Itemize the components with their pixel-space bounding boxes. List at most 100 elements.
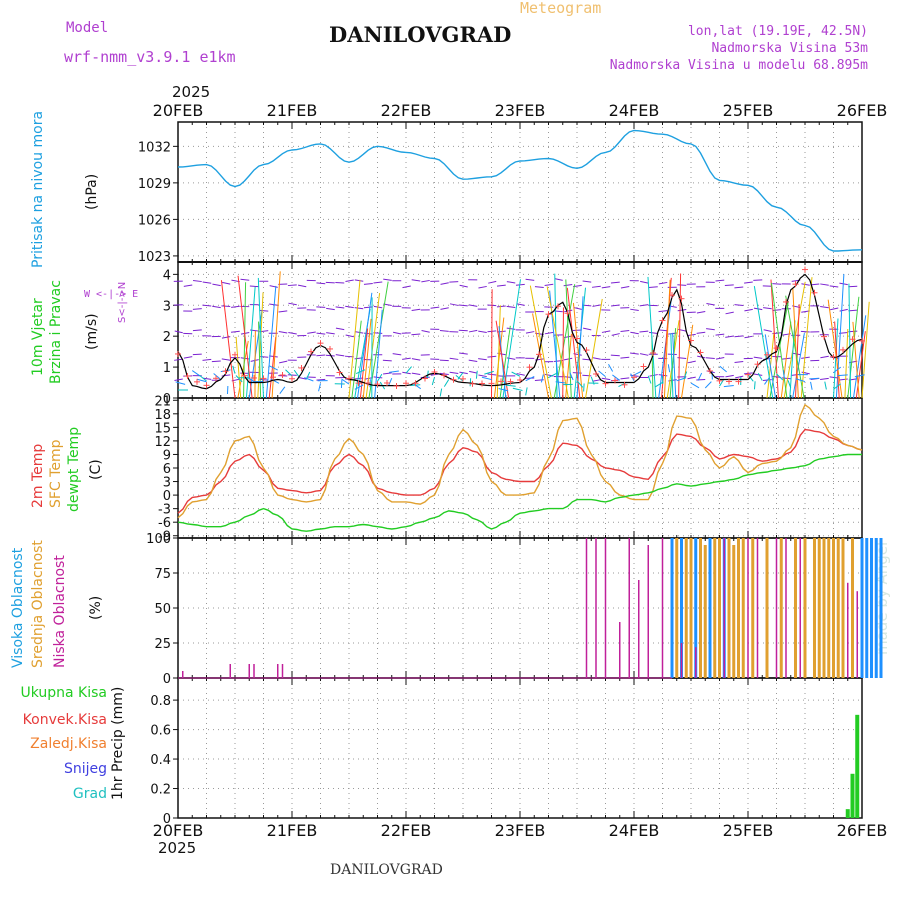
wind-arrow xyxy=(690,382,700,389)
wind-arrow xyxy=(669,328,677,399)
wind-arrow xyxy=(820,355,829,359)
wind-arrow xyxy=(392,353,402,356)
dewpoint-line xyxy=(177,453,862,532)
wind-arrow xyxy=(677,308,687,312)
wind-arrow xyxy=(220,280,236,399)
wind-arrow xyxy=(174,358,183,361)
wind-arrow xyxy=(449,371,459,374)
wind-arrow xyxy=(833,383,841,390)
year-bottom: 2025 xyxy=(158,839,197,857)
wind-arrow xyxy=(278,310,288,313)
wind-arrow xyxy=(373,281,383,284)
y-tick-label: 6 xyxy=(163,462,171,477)
x-tick-label-bottom: 26FEB xyxy=(837,821,888,840)
wind-arrow xyxy=(563,284,573,287)
wind-arrow xyxy=(439,329,449,332)
wind-arrow xyxy=(506,305,516,308)
wind-arrow xyxy=(484,370,494,375)
wind-arrow xyxy=(506,281,516,284)
wind-arrow xyxy=(649,374,658,377)
wind-arrow xyxy=(316,282,326,285)
wind-arrow xyxy=(345,279,354,283)
wind-arrow xyxy=(852,321,860,399)
x-tick-label-top: 24FEB xyxy=(609,101,660,120)
wind-arrow xyxy=(363,306,373,309)
x-tick-label-top: 22FEB xyxy=(381,101,432,120)
wind-arrow xyxy=(801,356,810,359)
wind-arrow xyxy=(554,278,563,281)
x-tick-label-top: 26FEB xyxy=(837,101,888,120)
wind-arrow xyxy=(202,377,212,380)
wind-arrow xyxy=(287,374,297,376)
wind-arrow xyxy=(468,359,478,362)
wind-arrow xyxy=(285,369,293,377)
wind-arrow xyxy=(852,315,867,399)
wind-arrow xyxy=(354,384,364,390)
wind-arrow xyxy=(810,381,813,390)
wind-arrow xyxy=(548,372,558,379)
wind-arrow xyxy=(506,357,516,360)
y-tick-label: 1026 xyxy=(138,213,171,228)
wind-arrow xyxy=(795,378,806,383)
y-tick-label: 0 xyxy=(163,489,171,504)
wind-arrow xyxy=(488,280,497,284)
wind-arrow xyxy=(230,330,240,333)
wind-arrow xyxy=(824,381,827,390)
wind-arrow xyxy=(458,329,468,332)
wind-arrow xyxy=(212,305,221,309)
wind-arrow xyxy=(658,281,668,285)
y-tick-label: 0 xyxy=(163,812,171,827)
y-tick-label: -9 xyxy=(158,530,171,545)
x-tick-label-top: 23FEB xyxy=(495,101,546,120)
y-tick-label: 12 xyxy=(154,435,171,450)
model-label: Model xyxy=(66,20,109,36)
wind-arrow xyxy=(202,304,212,307)
wind-arrow xyxy=(493,317,505,399)
wind-arrow xyxy=(827,299,843,399)
wind-arrow xyxy=(192,308,202,310)
wind-arrow xyxy=(697,355,706,359)
wind-arrow xyxy=(192,280,202,283)
x-tick-label-bottom: 22FEB xyxy=(381,821,432,840)
wind-arrow xyxy=(582,374,592,377)
wind-arrow xyxy=(335,327,345,331)
wind-arrow xyxy=(565,279,572,399)
wind-arrow xyxy=(257,292,264,399)
wind-arrow xyxy=(393,331,402,335)
wind-arrow xyxy=(753,356,763,359)
wind-arrow xyxy=(591,285,601,288)
wind-arrow xyxy=(382,359,392,362)
wind-arrow xyxy=(546,286,569,399)
precip-legend-grad: Grad xyxy=(72,786,107,802)
wind-arrow xyxy=(449,281,459,283)
precip-legend-total: Ukupna Kisa xyxy=(20,685,107,701)
wind-arrow xyxy=(764,334,777,399)
wind-arrow xyxy=(763,329,772,333)
wind-arrow xyxy=(655,381,664,388)
precip-legend-frz: Zaledj.Kisa xyxy=(30,736,107,752)
wind-arrow xyxy=(598,370,606,378)
footer-station: DANILOVGRAD xyxy=(330,862,443,878)
wind-arrow xyxy=(457,372,464,380)
wind-arrow xyxy=(405,366,412,374)
wind-arrow xyxy=(345,305,354,309)
wind-arrow xyxy=(839,308,848,312)
y-tick-label: 1032 xyxy=(138,140,171,155)
wind-arrow xyxy=(377,373,383,382)
wind-arrow xyxy=(639,330,649,333)
wind-arrow xyxy=(202,281,212,284)
wind-arrow xyxy=(789,320,796,399)
wind-arrow xyxy=(468,329,478,333)
wind-arrow xyxy=(687,360,696,364)
y-tick-label: 0.4 xyxy=(150,753,171,768)
wind-arrow xyxy=(776,373,784,381)
wind-arrow xyxy=(592,357,601,360)
y-tick-label: 9 xyxy=(163,448,171,463)
wind-arrow xyxy=(719,365,727,373)
x-tick-label-bottom: 25FEB xyxy=(723,821,774,840)
wind-arrow xyxy=(335,306,345,309)
wind-arrow xyxy=(647,375,652,384)
wind-arrow xyxy=(411,308,421,311)
wind-arrow xyxy=(592,304,601,307)
wind-arrow xyxy=(491,289,493,399)
